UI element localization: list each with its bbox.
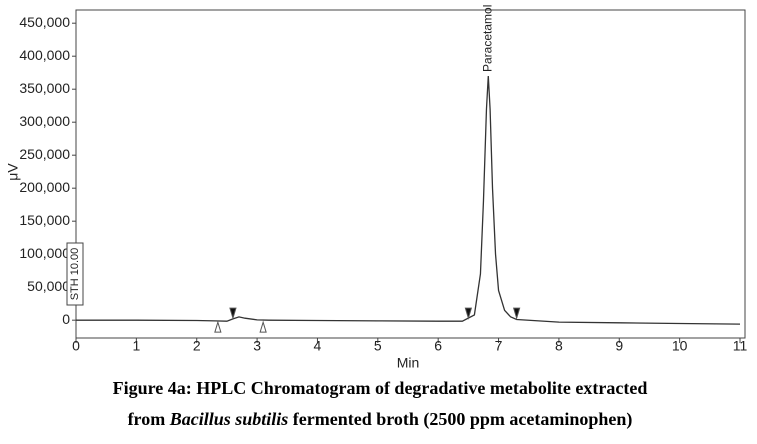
chromatogram-line xyxy=(76,75,741,325)
caption-part: from xyxy=(128,409,166,429)
integration-marker xyxy=(214,320,222,333)
x-tick-label: 6 xyxy=(434,338,442,354)
x-tick-label: 4 xyxy=(314,338,322,354)
sth-box xyxy=(66,242,84,306)
y-tick-label: 0 xyxy=(62,311,70,327)
x-tick-label: 8 xyxy=(555,338,563,354)
caption: Figure 4a: HPLC Chromatogram of degradat… xyxy=(113,378,648,398)
y-tick-label: 150,000 xyxy=(19,212,70,228)
integration-marker xyxy=(464,307,473,320)
x-tick-label: 10 xyxy=(672,338,688,354)
caption-part: fermented broth (2500 ppm acetaminophen) xyxy=(293,409,633,430)
y-tick-label: 400,000 xyxy=(19,47,70,63)
y-axis-label: μV xyxy=(5,163,21,181)
integration-marker xyxy=(229,307,237,320)
x-tick-label: 7 xyxy=(495,338,503,354)
x-tick-label: 5 xyxy=(374,338,382,354)
caption: from Bacillus subtilis fermented broth (… xyxy=(128,409,633,430)
y-tick-label: 100,000 xyxy=(19,245,70,261)
x-tick-label: 11 xyxy=(733,338,748,354)
x-tick-label: 3 xyxy=(253,338,261,354)
y-tick-label: 300,000 xyxy=(19,113,70,129)
y-tick-label: 200,000 xyxy=(19,179,70,195)
x-tick-label: 2 xyxy=(193,338,201,354)
y-tick-label: 250,000 xyxy=(19,146,70,162)
x-tick-label: 0 xyxy=(72,338,80,354)
x-axis-label: Min xyxy=(397,355,420,371)
x-tick-label: 9 xyxy=(615,338,623,354)
x-tick-label: 1 xyxy=(132,338,140,354)
integration-marker xyxy=(512,307,521,320)
y-tick-label: 450,000 xyxy=(19,14,70,30)
plot-frame xyxy=(75,9,746,339)
integration-marker xyxy=(259,320,267,333)
sth-label: STH 10.00 xyxy=(69,248,81,301)
y-tick-label: 350,000 xyxy=(19,80,70,96)
y-tick-label: 50,000 xyxy=(27,278,70,294)
caption-italic: Bacillus subtilis xyxy=(169,409,289,429)
peak-label: Paracetamol xyxy=(480,5,494,72)
